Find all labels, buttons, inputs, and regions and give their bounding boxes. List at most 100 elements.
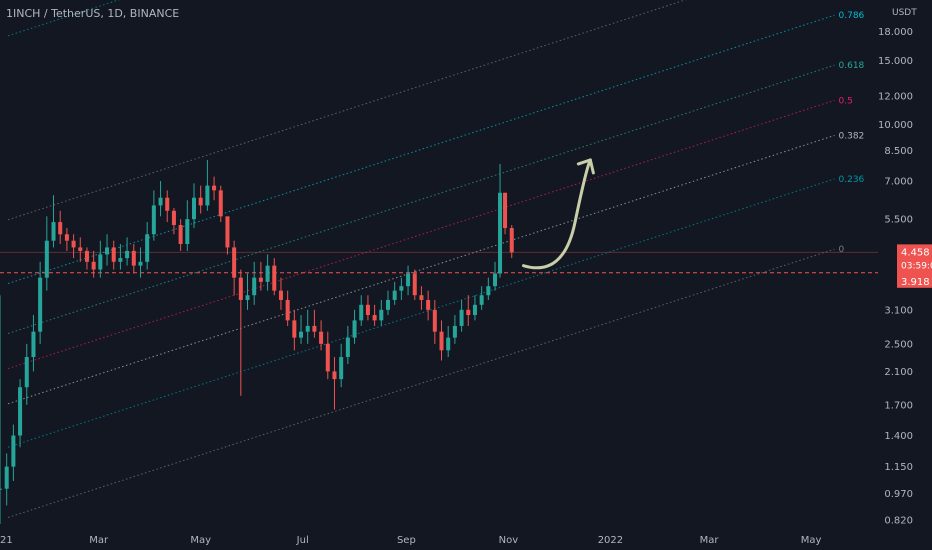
fib-level-label: 0.382 (839, 131, 865, 141)
candle-body (165, 197, 170, 211)
y-tick-label: 2.500 (884, 339, 913, 350)
candle-body (198, 197, 203, 206)
y-tick-label: 1.150 (884, 462, 913, 473)
candle-body (185, 219, 190, 245)
candle-body (212, 185, 217, 191)
candle-body (18, 387, 23, 436)
fib-level-line (7, 178, 835, 448)
candle-body (84, 250, 89, 262)
plot-area (0, 0, 878, 524)
x-tick-label: Mar (89, 535, 109, 546)
candle-body (64, 234, 69, 241)
candle-body (406, 273, 411, 287)
forecast-arrow-head (576, 158, 595, 175)
candle-body (91, 261, 96, 270)
candle-body (151, 205, 156, 235)
fib-level-line (7, 134, 835, 405)
fib-level-line (7, 14, 835, 284)
candle-body (305, 325, 310, 332)
y-tick-label: 18.000 (878, 27, 913, 38)
y-tick-label: 2.100 (884, 367, 913, 378)
y-tick-label: 1.700 (884, 400, 913, 411)
fib-level-label: 0 (839, 245, 845, 255)
candle-body (372, 315, 377, 321)
candle-body (399, 286, 404, 291)
candle-body (312, 325, 317, 332)
candle-body (4, 466, 9, 489)
candle-body (125, 250, 130, 259)
candle-body (365, 304, 370, 316)
fib-level-label: 0.786 (839, 11, 865, 21)
candle-body (78, 247, 83, 251)
candle-body (325, 343, 330, 372)
x-tick-label: Nov (499, 535, 519, 546)
candle-body (111, 247, 116, 262)
candle-body (426, 299, 431, 310)
candle-body (385, 299, 390, 310)
y-tick-label: 12.000 (878, 91, 913, 102)
candle-body (265, 265, 270, 282)
x-tick-label: May (801, 535, 822, 546)
fib-level-label: 0.618 (839, 61, 865, 71)
candle-body (118, 258, 123, 262)
candle-body (131, 250, 136, 266)
candle-body (138, 261, 143, 266)
candle-body (452, 325, 457, 338)
candle-body (439, 331, 444, 351)
candle-body (493, 273, 498, 287)
candle-body (352, 320, 357, 338)
y-tick-label: 0.820 (884, 516, 913, 527)
x-tick-label: 2022 (598, 535, 623, 546)
candle-body (446, 337, 451, 351)
fib-level-label: 0.5 (839, 96, 853, 106)
candle-body (459, 309, 464, 326)
candle-body (412, 273, 417, 296)
candle-body (292, 320, 297, 338)
candle-body (509, 228, 514, 253)
candle-body (503, 192, 508, 229)
candle-body (44, 240, 49, 278)
candle-body (486, 286, 491, 296)
candle-body (232, 247, 237, 278)
candle-body (105, 247, 110, 255)
y-tick-label: 15.000 (878, 56, 913, 67)
candle-body (24, 357, 29, 388)
currency-unit: USDT (892, 8, 917, 18)
x-tick-label: 2021 (0, 535, 13, 546)
candle-body (238, 277, 243, 300)
candle-body (0, 488, 3, 490)
candle-body (51, 222, 56, 241)
fib-level-line (7, 64, 835, 334)
candle-body (258, 277, 263, 282)
countdown-label: 03:59:05 (901, 261, 932, 271)
candle-body (171, 210, 176, 226)
candle-body (345, 337, 350, 358)
candle-body (479, 295, 484, 305)
candle-body (205, 185, 210, 206)
candle-body (339, 357, 344, 380)
candle-body (158, 197, 163, 206)
y-tick-label: 0.970 (884, 489, 913, 500)
x-tick-label: Mar (700, 535, 720, 546)
candle-body (472, 304, 477, 316)
candle-body (319, 331, 324, 344)
forecast-arrow (521, 158, 592, 270)
candle-body (359, 304, 364, 321)
y-tick-label: 1.400 (884, 431, 913, 442)
candle-body (31, 331, 36, 358)
candle-body (252, 277, 257, 296)
candle-body (466, 309, 471, 316)
candle-body (299, 331, 304, 338)
fib-level-label: 0.236 (839, 175, 865, 185)
y-tick-label: 5.500 (884, 215, 913, 226)
y-tick-label: 3.100 (884, 305, 913, 316)
candle-body (191, 197, 197, 220)
fib-level-line (7, 0, 687, 221)
candle-body (38, 277, 43, 332)
last-price-label: 4.458 (901, 247, 930, 258)
last-price-box (897, 244, 932, 275)
symbol-title: 1INCH / TetherUS, 1D, BINANCE (6, 7, 180, 20)
candle-body (392, 290, 397, 300)
